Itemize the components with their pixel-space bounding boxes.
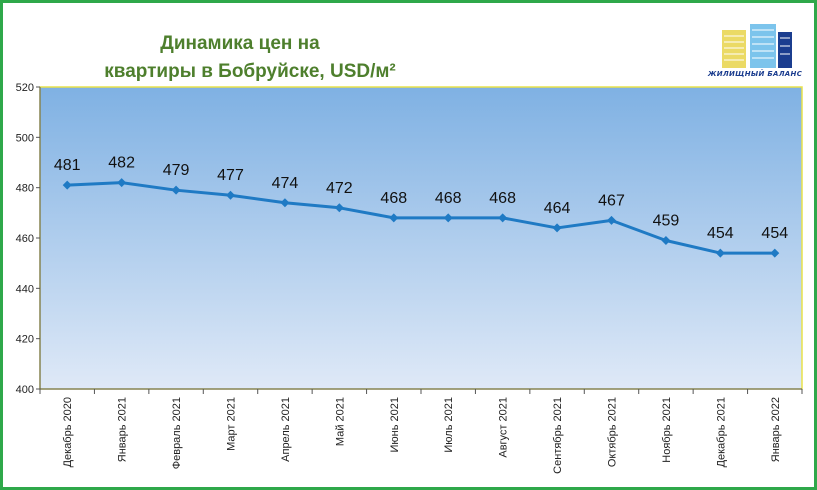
- data-label: 474: [272, 175, 299, 192]
- data-label: 468: [380, 190, 407, 207]
- data-point-marker: [62, 180, 72, 190]
- data-label: 481: [54, 157, 81, 174]
- data-label: 467: [598, 192, 625, 209]
- x-tick-label: Декабрь 2021: [715, 397, 727, 467]
- data-point-marker: [498, 213, 508, 223]
- data-label: 464: [544, 200, 571, 217]
- data-label: 477: [217, 167, 244, 184]
- x-tick-label: Декабрь 2020: [62, 397, 74, 467]
- data-point-marker: [389, 213, 399, 223]
- data-label: 454: [761, 225, 788, 242]
- data-label: 468: [489, 190, 516, 207]
- data-label: 479: [163, 162, 190, 179]
- data-label: 454: [707, 225, 734, 242]
- y-tick-label: 420: [16, 334, 34, 346]
- y-tick-label: 460: [16, 233, 34, 245]
- x-tick-label: Февраль 2021: [171, 397, 183, 469]
- x-tick-label: Ноябрь 2021: [661, 397, 673, 463]
- x-tick-label: Январь 2022: [770, 397, 782, 462]
- series-polyline: [67, 181, 775, 255]
- data-point-marker: [607, 215, 616, 225]
- data-label: 468: [435, 190, 462, 207]
- data-point-marker: [715, 248, 725, 258]
- data-point-marker: [117, 178, 127, 188]
- data-point-marker: [770, 248, 780, 258]
- x-tick-label: Апрель 2021: [280, 397, 292, 462]
- y-tick-label: 520: [16, 82, 34, 94]
- zhilishchny-balans-logo-icon: [722, 24, 792, 68]
- x-tick-label: Август 2021: [498, 397, 510, 458]
- data-point-marker: [552, 223, 562, 233]
- y-tick-label: 480: [16, 183, 34, 195]
- data-point-marker: [280, 198, 290, 208]
- chart-title-line1: Динамика цен на: [160, 33, 320, 54]
- x-tick-labels: Декабрь 2020 Январь 2021 Февраль 2021 Март …: [62, 397, 782, 474]
- y-tick-label: 500: [16, 132, 34, 144]
- series-line: [62, 178, 780, 258]
- x-tick-label: Май 2021: [334, 397, 346, 446]
- x-tick-label: Март 2021: [226, 397, 238, 451]
- data-label: 459: [653, 213, 680, 230]
- data-point-marker: [226, 190, 235, 200]
- data-label: 472: [326, 180, 353, 197]
- x-tick-label: Январь 2021: [117, 397, 129, 462]
- x-tick-label: Сентябрь 2021: [552, 397, 564, 474]
- logo-text: ЖИЛИЩНЫЙ БАЛАНС: [707, 70, 803, 78]
- data-point-marker: [661, 236, 671, 246]
- axes: [36, 86, 803, 394]
- data-label: 482: [108, 155, 135, 172]
- data-point-marker: [171, 185, 181, 195]
- y-tick-labels: 400 420 440 460 480 500 520: [16, 82, 34, 396]
- y-tick-label: 400: [16, 384, 34, 396]
- x-tick-label: Июнь 2021: [389, 397, 401, 453]
- plot-area: [39, 86, 803, 390]
- y-tick-label: 440: [16, 283, 34, 295]
- chart-title-line2: квартиры в Бобруйске, USD/м²: [104, 61, 396, 82]
- x-tick-label: Июль 2021: [443, 397, 455, 453]
- data-point-marker: [443, 213, 453, 223]
- data-labels: 481 482 479 477 474 472 468 468 468 464 467 459 454 4…: [54, 155, 788, 242]
- data-point-marker: [334, 203, 344, 213]
- x-tick-label: Октябрь 2021: [607, 397, 619, 467]
